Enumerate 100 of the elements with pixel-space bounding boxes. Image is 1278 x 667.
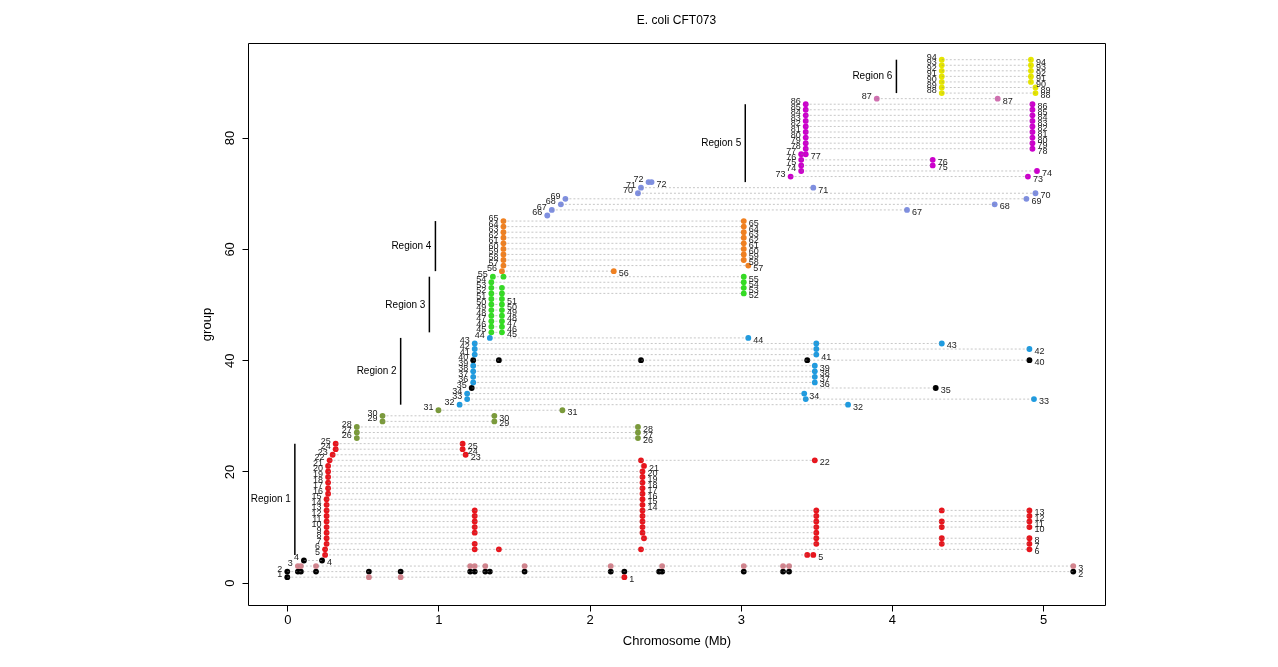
data-label: 31 [423, 402, 434, 413]
point [929, 156, 936, 163]
point [284, 574, 291, 581]
point [635, 424, 641, 430]
point [740, 290, 747, 297]
point [499, 323, 505, 330]
point [802, 123, 809, 130]
point [1023, 195, 1030, 202]
point [491, 412, 498, 419]
point [798, 162, 805, 169]
data-label: 41 [821, 351, 832, 362]
data-label: 73 [1032, 173, 1043, 184]
x-tick-label: 0 [284, 611, 292, 627]
y-tick-label: 0 [221, 579, 237, 587]
y-tick-label: 80 [221, 130, 237, 146]
point [740, 240, 747, 247]
point [813, 351, 820, 358]
data-label: 87 [861, 90, 872, 101]
point [740, 245, 747, 252]
point [811, 362, 818, 369]
y-tick-label: 40 [221, 353, 237, 368]
data-label: 44 [753, 334, 764, 345]
point [929, 162, 936, 169]
point [488, 312, 495, 319]
x-tick-label: 1 [435, 611, 443, 627]
chart-title: E. coli CFT073 [636, 13, 717, 27]
data-label: 3 [287, 558, 293, 569]
data-label: 71 [818, 184, 829, 195]
point [740, 218, 747, 224]
data-label: 40 [1034, 357, 1045, 368]
point [470, 362, 477, 369]
x-tick-label: 3 [737, 611, 745, 627]
x-tick-label: 4 [888, 611, 896, 627]
point [932, 385, 939, 391]
point [470, 368, 477, 375]
point [499, 312, 505, 319]
y-axis-title: group [198, 307, 214, 342]
y-tick-label: 20 [221, 464, 237, 480]
point [811, 368, 818, 375]
point [1028, 73, 1034, 80]
data-label: 56 [618, 268, 629, 279]
point [1028, 56, 1034, 63]
data-label: 4 [327, 557, 333, 568]
point [638, 184, 644, 191]
point [1025, 173, 1031, 180]
data-label: 31 [567, 407, 578, 418]
point [313, 563, 319, 569]
point [635, 435, 641, 441]
data-label: 4 [293, 552, 299, 563]
point [499, 318, 505, 325]
point [802, 134, 809, 141]
data-label: 5 [818, 551, 824, 562]
data-label: 43 [946, 340, 957, 351]
data-label: 67 [912, 206, 923, 217]
point [801, 390, 808, 397]
point [811, 379, 818, 386]
annotation: Region 1 [250, 493, 292, 505]
point [802, 145, 809, 152]
x-tick-label: 5 [1039, 611, 1048, 627]
data-label: 70 [1040, 190, 1051, 201]
data-label: 68 [999, 201, 1010, 212]
point [740, 279, 747, 286]
point [938, 67, 945, 74]
point [994, 95, 1001, 102]
point [557, 201, 564, 208]
point [544, 212, 551, 219]
data-label: 34 [809, 390, 820, 401]
point [1034, 168, 1040, 174]
point [284, 568, 291, 575]
point [559, 407, 566, 414]
point [845, 401, 851, 408]
annotation: Region 5 [701, 137, 742, 149]
data-label: 33 [1038, 396, 1049, 407]
point [488, 279, 495, 286]
annotation: Region 4 [391, 240, 432, 252]
point [1028, 79, 1034, 85]
point [489, 273, 496, 280]
point [1026, 357, 1033, 364]
data-label: 35 [940, 384, 951, 395]
point [635, 429, 641, 436]
point [938, 62, 945, 69]
data-label: 73 [775, 168, 786, 179]
point [740, 257, 747, 263]
point [562, 195, 569, 202]
data-label: 77 [810, 151, 821, 162]
point [802, 106, 809, 113]
point [810, 184, 817, 191]
point [740, 229, 747, 236]
y-tick-label: 60 [221, 242, 237, 257]
data-label: 87 [1002, 95, 1013, 106]
point [938, 56, 945, 63]
data-label: 72 [656, 179, 667, 190]
point [740, 234, 747, 241]
point [1028, 62, 1034, 69]
point [991, 201, 998, 208]
point [488, 318, 495, 325]
point [635, 190, 641, 197]
point [802, 101, 809, 108]
point [938, 340, 945, 347]
point [780, 563, 786, 569]
